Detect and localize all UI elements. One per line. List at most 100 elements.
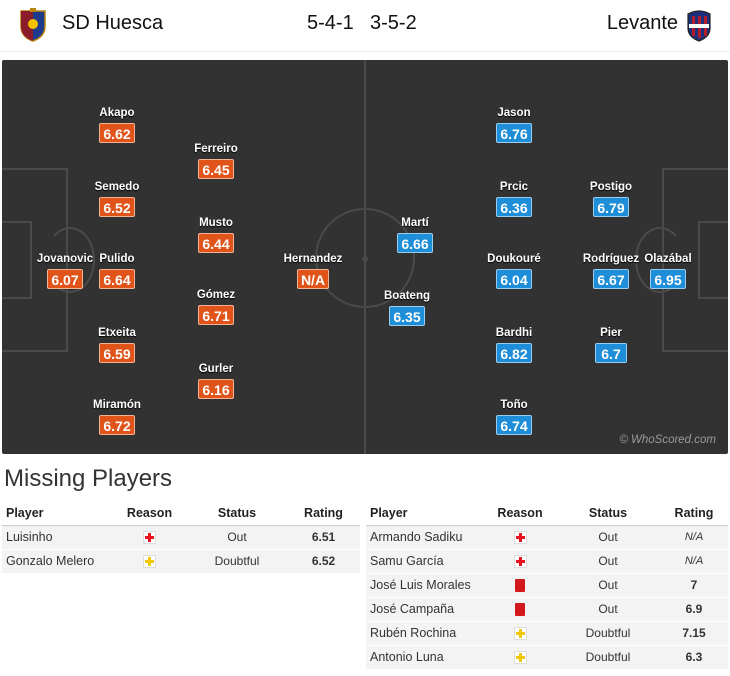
- doubtful-icon: [143, 555, 156, 569]
- player-name[interactable]: Etxeita: [98, 327, 136, 339]
- away-player-7[interactable]: Doukouré 6.04: [469, 252, 559, 290]
- player-name[interactable]: Bardhi: [495, 327, 533, 339]
- player-name[interactable]: Armando Sadiku: [366, 525, 484, 550]
- player-name[interactable]: Antonio Luna: [366, 645, 484, 670]
- rating-badge: 6.76: [496, 123, 532, 143]
- status-cell: Out: [556, 597, 660, 622]
- home-player-7[interactable]: Ferreiro 6.45: [171, 142, 261, 180]
- away-player-5[interactable]: Jason 6.76: [469, 106, 559, 144]
- away-player-8[interactable]: Bardhi 6.82: [469, 326, 559, 364]
- right-penalty-arc: [635, 227, 685, 293]
- home-player-4[interactable]: Pulido 6.64: [72, 252, 162, 290]
- table-row: Luisinho Out 6.51: [2, 525, 360, 550]
- home-player-8[interactable]: Musto 6.44: [171, 216, 261, 254]
- header-rating: Rating: [660, 501, 728, 526]
- rating-badge: 6.59: [99, 343, 135, 363]
- player-name[interactable]: Jason: [497, 107, 531, 119]
- rating-badge: 6.36: [496, 197, 532, 217]
- away-player-2[interactable]: Postigo 6.79: [566, 180, 656, 218]
- away-player-1[interactable]: Olazábal 6.95: [623, 252, 713, 290]
- rating-badge: 6.72: [99, 415, 135, 435]
- away-player-3[interactable]: Rodríguez 6.67: [566, 252, 656, 290]
- header-rating: Rating: [287, 501, 360, 526]
- rating-cell: 6.51: [287, 525, 360, 550]
- player-name[interactable]: Akapo: [99, 107, 135, 119]
- table-row: José Campaña Out 6.9: [366, 597, 728, 622]
- player-name[interactable]: Semedo: [94, 181, 140, 193]
- status-cell: Doubtful: [556, 645, 660, 670]
- rating-badge: 6.52: [99, 197, 135, 217]
- doubtful-icon: [513, 627, 527, 641]
- status-cell: Out: [556, 573, 660, 598]
- reason-cell: [112, 525, 187, 550]
- rating-badge: 6.07: [47, 269, 83, 289]
- doubtful-icon: [513, 651, 527, 665]
- table-row: Gonzalo Melero Doubtful 6.52: [2, 549, 360, 574]
- player-name[interactable]: Postigo: [589, 181, 633, 193]
- away-player-4[interactable]: Pier 6.7: [566, 326, 656, 364]
- rating-badge: 6.74: [496, 415, 532, 435]
- status-cell: Out: [556, 549, 660, 574]
- reason-cell: [484, 621, 556, 646]
- player-name[interactable]: Gonzalo Melero: [2, 549, 112, 574]
- home-player-1[interactable]: Jovanovic 6.07: [20, 252, 110, 290]
- home-player-11[interactable]: Hernandez N/A: [268, 252, 358, 290]
- home-player-3[interactable]: Semedo 6.52: [72, 180, 162, 218]
- player-name[interactable]: Prcic: [499, 181, 529, 193]
- header-status: Status: [187, 501, 287, 526]
- player-name[interactable]: Gómez: [196, 289, 236, 301]
- home-player-6[interactable]: Miramón 6.72: [72, 398, 162, 436]
- home-player-10[interactable]: Gurler 6.16: [171, 362, 261, 400]
- status-cell: Out: [187, 525, 287, 550]
- player-name[interactable]: Musto: [199, 217, 233, 229]
- player-name[interactable]: Gurler: [198, 363, 234, 375]
- reason-cell: [484, 549, 556, 574]
- player-name[interactable]: Rodríguez: [582, 253, 640, 265]
- player-name[interactable]: Miramón: [93, 399, 141, 411]
- status-cell: Doubtful: [556, 621, 660, 646]
- rating-badge: 6.79: [593, 197, 629, 217]
- player-name[interactable]: Jovanovic: [36, 253, 94, 265]
- injury-icon: [513, 531, 527, 545]
- player-name[interactable]: Boateng: [384, 290, 430, 302]
- player-name[interactable]: Samu García: [366, 549, 484, 574]
- away-player-9[interactable]: Toño 6.74: [469, 398, 559, 436]
- home-player-5[interactable]: Etxeita 6.59: [72, 326, 162, 364]
- player-name[interactable]: Pier: [600, 327, 622, 339]
- reason-cell: [484, 573, 556, 598]
- huesca-crest-icon[interactable]: [18, 8, 48, 42]
- home-team-name[interactable]: SD Huesca: [62, 12, 164, 34]
- away-missing-table: Player Reason Status Rating Armando Sadi…: [366, 501, 728, 670]
- table-row: Antonio Luna Doubtful 6.3: [366, 645, 728, 670]
- home-player-2[interactable]: Akapo 6.62: [72, 106, 162, 144]
- away-team-name[interactable]: Levante: [606, 12, 678, 34]
- header-reason: Reason: [484, 501, 556, 526]
- table-row: José Luis Morales Out 7: [366, 573, 728, 598]
- levante-crest-icon[interactable]: [684, 8, 714, 42]
- reason-cell: [484, 525, 556, 550]
- player-name[interactable]: Luisinho: [2, 525, 112, 550]
- away-player-10[interactable]: Martí 6.66: [370, 216, 460, 254]
- player-name[interactable]: Martí: [401, 217, 429, 229]
- player-name[interactable]: Rubén Rochina: [366, 621, 484, 646]
- player-name[interactable]: Toño: [500, 399, 528, 411]
- reason-cell: [484, 645, 556, 670]
- header-reason: Reason: [112, 501, 187, 526]
- player-name[interactable]: Doukouré: [487, 253, 541, 265]
- home-player-9[interactable]: Gómez 6.71: [171, 288, 261, 326]
- red-card-icon: [515, 579, 525, 593]
- home-formation: 5-4-1: [307, 12, 354, 34]
- right-goal-area: [698, 221, 728, 299]
- player-name[interactable]: Pulido: [99, 253, 135, 265]
- player-name[interactable]: Hernandez: [283, 253, 343, 265]
- pitch: Jovanovic 6.07 Akapo 6.62 Semedo 6.52 Pulid…: [2, 60, 728, 454]
- away-player-11[interactable]: Boateng 6.35: [362, 289, 452, 327]
- rating-badge: 6.71: [198, 305, 234, 325]
- left-penalty-arc: [45, 227, 95, 293]
- player-name[interactable]: José Campaña: [366, 597, 484, 622]
- player-name[interactable]: Olazábal: [644, 253, 692, 265]
- header-status: Status: [556, 501, 660, 526]
- player-name[interactable]: Ferreiro: [194, 143, 238, 155]
- player-name[interactable]: José Luis Morales: [366, 573, 484, 598]
- away-player-6[interactable]: Prcic 6.36: [469, 180, 559, 218]
